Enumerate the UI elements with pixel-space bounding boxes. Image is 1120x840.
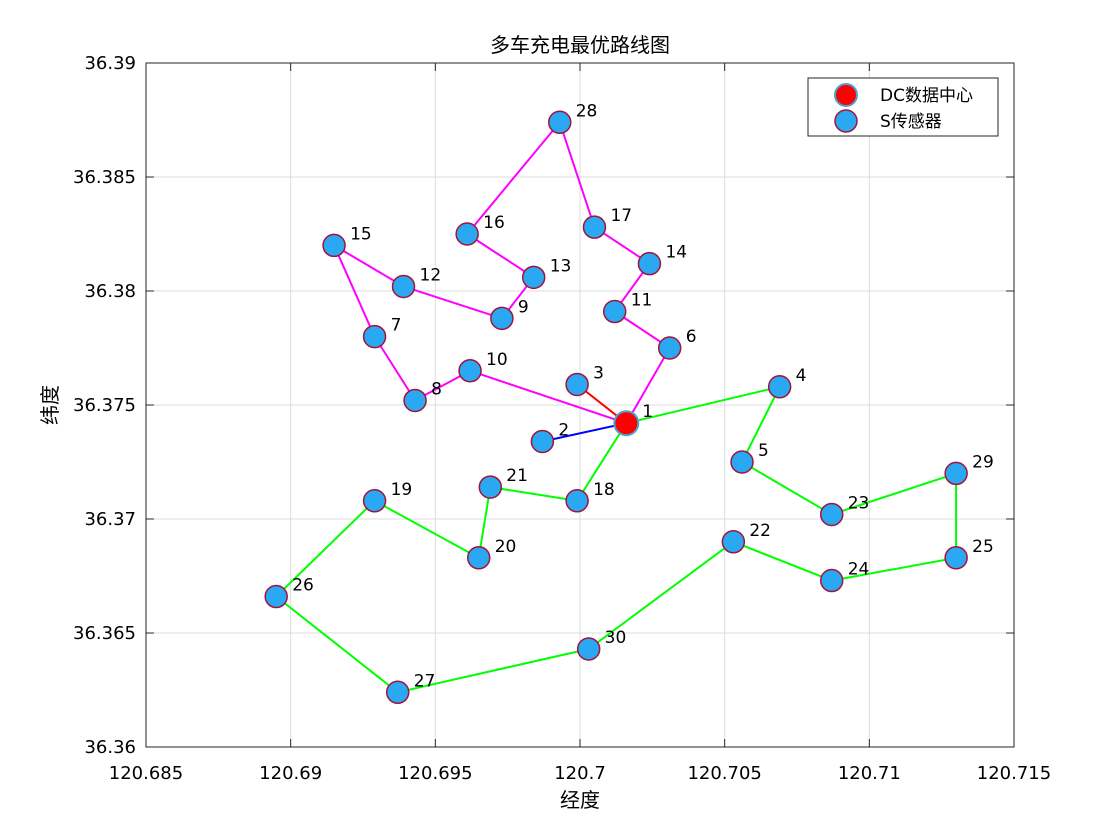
point-label: 12 [420, 265, 442, 285]
point-label: 30 [605, 628, 627, 648]
sensor-point [458, 359, 482, 383]
sensor-point [403, 388, 427, 413]
legend: DC数据中心 S传感器 [807, 77, 999, 137]
point-label: 19 [391, 480, 413, 500]
sensor-point [657, 336, 682, 360]
point-label: 8 [431, 379, 442, 399]
point-label: 17 [610, 206, 632, 226]
point-label: 27 [414, 671, 436, 691]
sensor-point [391, 274, 416, 299]
sensor-point [490, 306, 514, 331]
point-label: 22 [749, 521, 771, 541]
data-points [264, 110, 968, 705]
legend-dc-label: DC数据中心 [880, 86, 973, 106]
point-label: 13 [550, 256, 572, 276]
legend-sensor-label: S传感器 [880, 112, 942, 132]
point-label: 3 [593, 363, 604, 383]
sensor-point [721, 530, 746, 554]
sensor-point [944, 461, 968, 486]
x-axis-label: 经度 [560, 788, 600, 812]
point-label: 16 [483, 213, 505, 233]
point-label: 9 [518, 297, 529, 317]
x-tick-label: 120.71 [838, 763, 901, 784]
sensor-point [602, 299, 627, 324]
sensor-point [565, 372, 589, 397]
sensor-point [730, 450, 754, 474]
point-label: 29 [972, 452, 994, 472]
axis-ticks: 120.685 120.69 120.695 120.7 120.705 120.71 12… [73, 53, 1051, 784]
sensor-point [767, 375, 792, 399]
point-label: 15 [350, 224, 372, 244]
point-label: 6 [686, 327, 697, 347]
sensor-point [819, 502, 844, 527]
legend-sensor-marker [834, 109, 858, 133]
sensor-point [944, 546, 968, 570]
sensor-point [582, 215, 607, 239]
y-tick-label: 36.36 [84, 737, 136, 758]
sensor-point [521, 265, 546, 290]
sensor-point [565, 489, 589, 513]
legend-dc-marker [834, 83, 858, 107]
y-tick-label: 36.365 [73, 623, 136, 644]
sensor-point [264, 584, 288, 609]
sensor-point [455, 222, 479, 246]
point-label: 2 [558, 420, 569, 440]
route-line [542, 422, 627, 443]
point-label: 23 [848, 493, 870, 513]
sensor-point [819, 568, 844, 593]
y-tick-label: 36.39 [84, 53, 136, 74]
y-tick-label: 36.385 [73, 167, 136, 188]
point-label: 10 [486, 350, 508, 370]
sensor-point [637, 251, 662, 276]
point-label: 14 [665, 243, 687, 263]
sensor-point [530, 429, 555, 454]
y-tick-label: 36.37 [84, 509, 136, 530]
point-label: 20 [495, 537, 517, 557]
point-label: 28 [576, 101, 598, 121]
point-label: 18 [593, 480, 615, 500]
x-tick-label: 120.705 [687, 763, 761, 784]
sensor-point [385, 680, 410, 705]
y-axis-label: 纬度 [38, 385, 62, 425]
x-tick-label: 120.715 [977, 763, 1051, 784]
x-tick-label: 120.685 [109, 763, 183, 784]
x-tick-label: 120.695 [398, 763, 472, 784]
sensor-point [466, 546, 491, 570]
sensor-point [362, 324, 387, 349]
chart-title: 多车充电最优路线图 [490, 33, 670, 57]
sensor-point [547, 110, 572, 135]
route-line [275, 385, 958, 694]
grid-lines [146, 63, 1014, 747]
point-label: 25 [972, 537, 994, 557]
data-center-point [613, 410, 640, 437]
x-tick-label: 120.7 [554, 763, 606, 784]
point-label: 4 [796, 366, 807, 386]
sensor-point [362, 489, 387, 513]
sensor-point [576, 637, 601, 661]
point-label: 7 [391, 316, 402, 336]
point-label: 5 [758, 441, 769, 461]
point-label: 1 [642, 402, 653, 422]
point-label: 24 [848, 560, 870, 580]
sensor-point [478, 475, 503, 499]
point-label: 11 [631, 291, 653, 311]
y-tick-label: 36.38 [84, 281, 136, 302]
y-tick-label: 36.375 [73, 395, 136, 416]
point-label: 26 [292, 576, 314, 596]
sensor-point [322, 233, 346, 258]
x-tick-label: 120.69 [259, 763, 322, 784]
point-label: 21 [506, 466, 528, 486]
